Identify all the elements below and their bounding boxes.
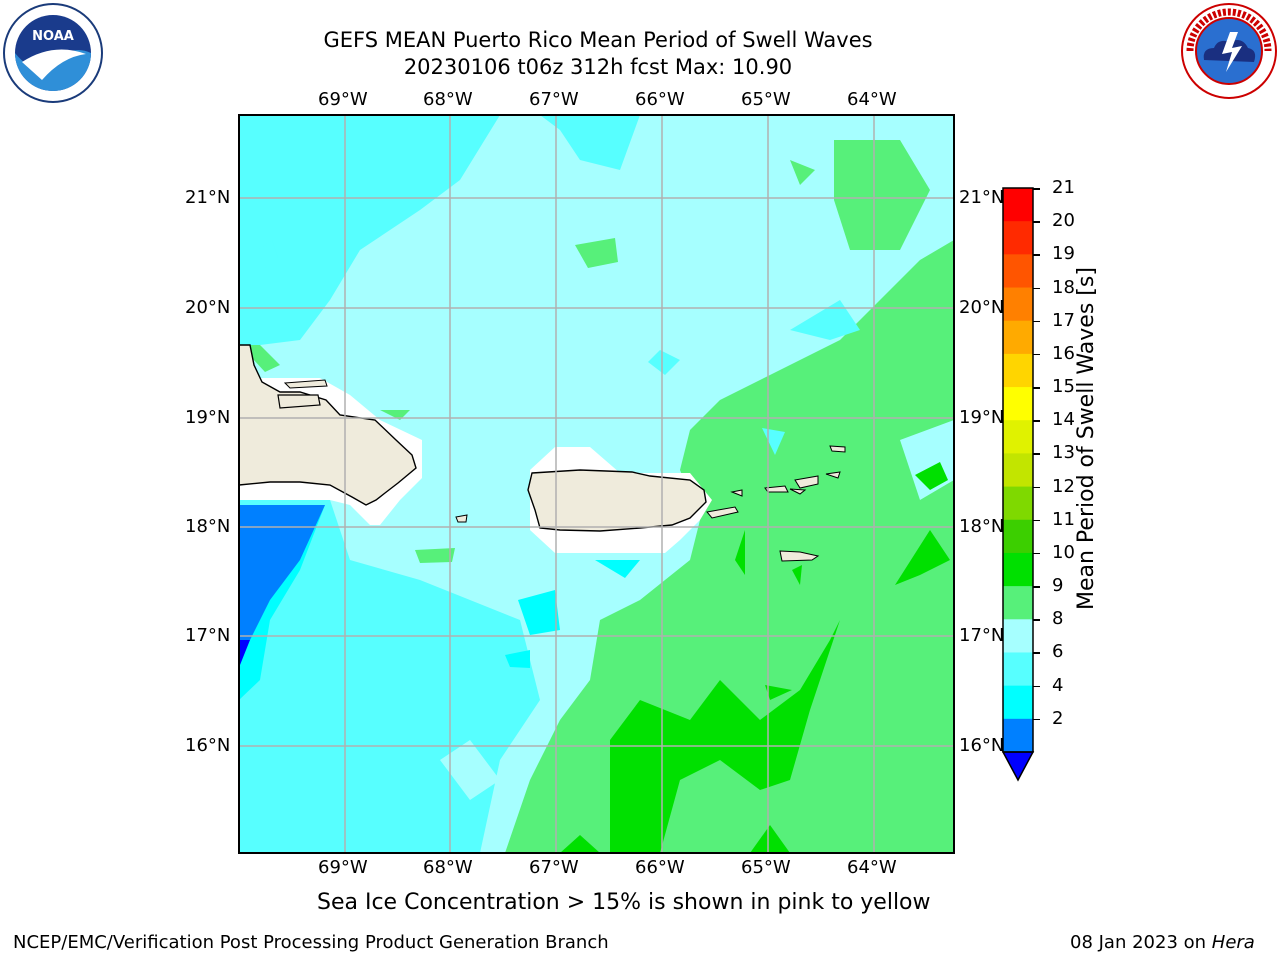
colorbar-tick-mark: [1033, 453, 1040, 455]
colorbar-tick-label: 10: [1052, 541, 1075, 563]
colorbar-tick-label: 21: [1052, 177, 1075, 198]
colorbar-tick-label: 11: [1052, 508, 1075, 530]
colorbar-segment: [1003, 453, 1033, 488]
colorbar-segment: [1003, 221, 1033, 255]
lat-label-left: 17°N: [185, 625, 231, 646]
lon-label-top: 64°W: [847, 89, 897, 110]
lon-label-bottom: 66°W: [635, 857, 685, 878]
colorbar-segment: [1003, 420, 1033, 454]
noaa-logo: NOAA: [3, 3, 103, 103]
lon-label-top: 67°W: [529, 89, 579, 110]
lon-label-bottom: 67°W: [529, 857, 579, 878]
colorbar-tick-mark: [1033, 486, 1040, 489]
colorbar-tick-label: 8: [1052, 608, 1064, 630]
colorbar-tick-mark: [1033, 552, 1040, 555]
lat-label-right: 20°N: [959, 297, 1005, 318]
colorbar-segment: [1003, 685, 1033, 720]
colorbar-tick-label: 16: [1052, 342, 1075, 364]
colorbar-tick-label: 4: [1052, 674, 1064, 696]
lat-label-left: 20°N: [185, 297, 231, 318]
colorbar-tick-label: 15: [1052, 376, 1075, 398]
footer-date: 08 Jan 2023 on: [1070, 932, 1212, 953]
colorbar-tick-mark: [1033, 287, 1040, 290]
lat-label-left: 18°N: [185, 516, 231, 537]
chart-title-line1: GEFS MEAN Puerto Rico Mean Period of Swe…: [323, 28, 873, 52]
lon-label-bottom: 68°W: [423, 857, 473, 878]
colorbar-segment: [1003, 486, 1033, 521]
colorbar-tick-label: 12: [1052, 475, 1075, 497]
lat-label-right: 19°N: [959, 407, 1005, 428]
colorbar-tick-label: 17: [1052, 309, 1075, 331]
colorbar-segment: [1003, 652, 1033, 687]
lat-label-left: 16°N: [185, 735, 231, 756]
colorbar-label: Mean Period of Swell Waves [s]: [1074, 267, 1099, 610]
colorbar-segment: [1003, 586, 1033, 620]
footer-right: 08 Jan 2023 on Hera: [1070, 932, 1255, 953]
colorbar-tick-label: 2: [1052, 707, 1064, 729]
colorbar-tick-mark: [1033, 619, 1040, 621]
colorbar-tick-mark: [1033, 387, 1040, 389]
colorbar-segment: [1003, 353, 1033, 388]
lon-label-top: 66°W: [635, 89, 685, 110]
colorbar-segment: [1003, 320, 1033, 355]
colorbar-tick-label: 18: [1052, 276, 1075, 298]
colorbar-tick-label: 6: [1052, 641, 1064, 663]
lon-label-bottom: 65°W: [741, 857, 791, 878]
colorbar-tick-mark: [1033, 320, 1040, 323]
swell-period-field: [239, 115, 954, 853]
lat-label-right: 16°N: [959, 735, 1005, 756]
colorbar-segment: [1003, 254, 1033, 289]
colorbar-tick-label: 19: [1052, 243, 1075, 265]
lon-label-top: 68°W: [423, 89, 473, 110]
lon-label-bottom: 64°W: [847, 857, 897, 878]
colorbar-segment: [1003, 387, 1033, 421]
colorbar-segment: [1003, 287, 1033, 322]
colorbar-tick-mark: [1033, 519, 1040, 522]
lon-label-bottom: 69°W: [318, 857, 368, 878]
colorbar-segment: [1003, 552, 1033, 587]
graticule: [239, 115, 954, 853]
colorbar-extend-arrow: [1001, 751, 1035, 782]
colorbar-tick-label: 14: [1052, 409, 1075, 431]
colorbar-tick-label: 20: [1052, 210, 1075, 232]
colorbar-segment: [1003, 519, 1033, 554]
nws-logo: [1181, 3, 1277, 99]
footer-machine: Hera: [1211, 932, 1255, 953]
svg-text:NOAA: NOAA: [32, 29, 74, 44]
colorbar-segment: [1003, 619, 1033, 653]
colorbar-tick-mark: [1033, 586, 1040, 588]
colorbar-tick-label: 9: [1052, 575, 1064, 597]
map-frame: [238, 114, 955, 854]
lat-label-right: 21°N: [959, 187, 1005, 208]
colorbar-tick-mark: [1033, 652, 1040, 654]
colorbar-tick-mark: [1033, 254, 1040, 256]
colorbar-tick-mark: [1033, 718, 1040, 721]
lon-label-top: 65°W: [741, 89, 791, 110]
colorbar: [1001, 187, 1035, 782]
colorbar-tick-mark: [1033, 221, 1040, 223]
lat-label-right: 17°N: [959, 625, 1005, 646]
colorbar-tick-mark: [1033, 685, 1040, 688]
footer-left: NCEP/EMC/Verification Post Processing Pr…: [13, 932, 609, 953]
sea-ice-note: Sea Ice Concentration > 15% is shown in …: [317, 890, 931, 915]
colorbar-tick-label: 13: [1052, 442, 1075, 464]
colorbar-tick-mark: [1033, 188, 1040, 190]
chart-title-line2: 20230106 t06z 312h fcst Max: 10.90: [403, 55, 793, 79]
colorbar-tick-mark: [1033, 420, 1040, 422]
lat-label-left: 19°N: [185, 407, 231, 428]
lat-label-left: 21°N: [185, 187, 231, 208]
lat-label-right: 18°N: [959, 516, 1005, 537]
colorbar-segment: [1003, 188, 1033, 222]
lon-label-top: 69°W: [318, 89, 368, 110]
colorbar-tick-mark: [1033, 353, 1040, 356]
colorbar-segment: [1003, 718, 1033, 753]
